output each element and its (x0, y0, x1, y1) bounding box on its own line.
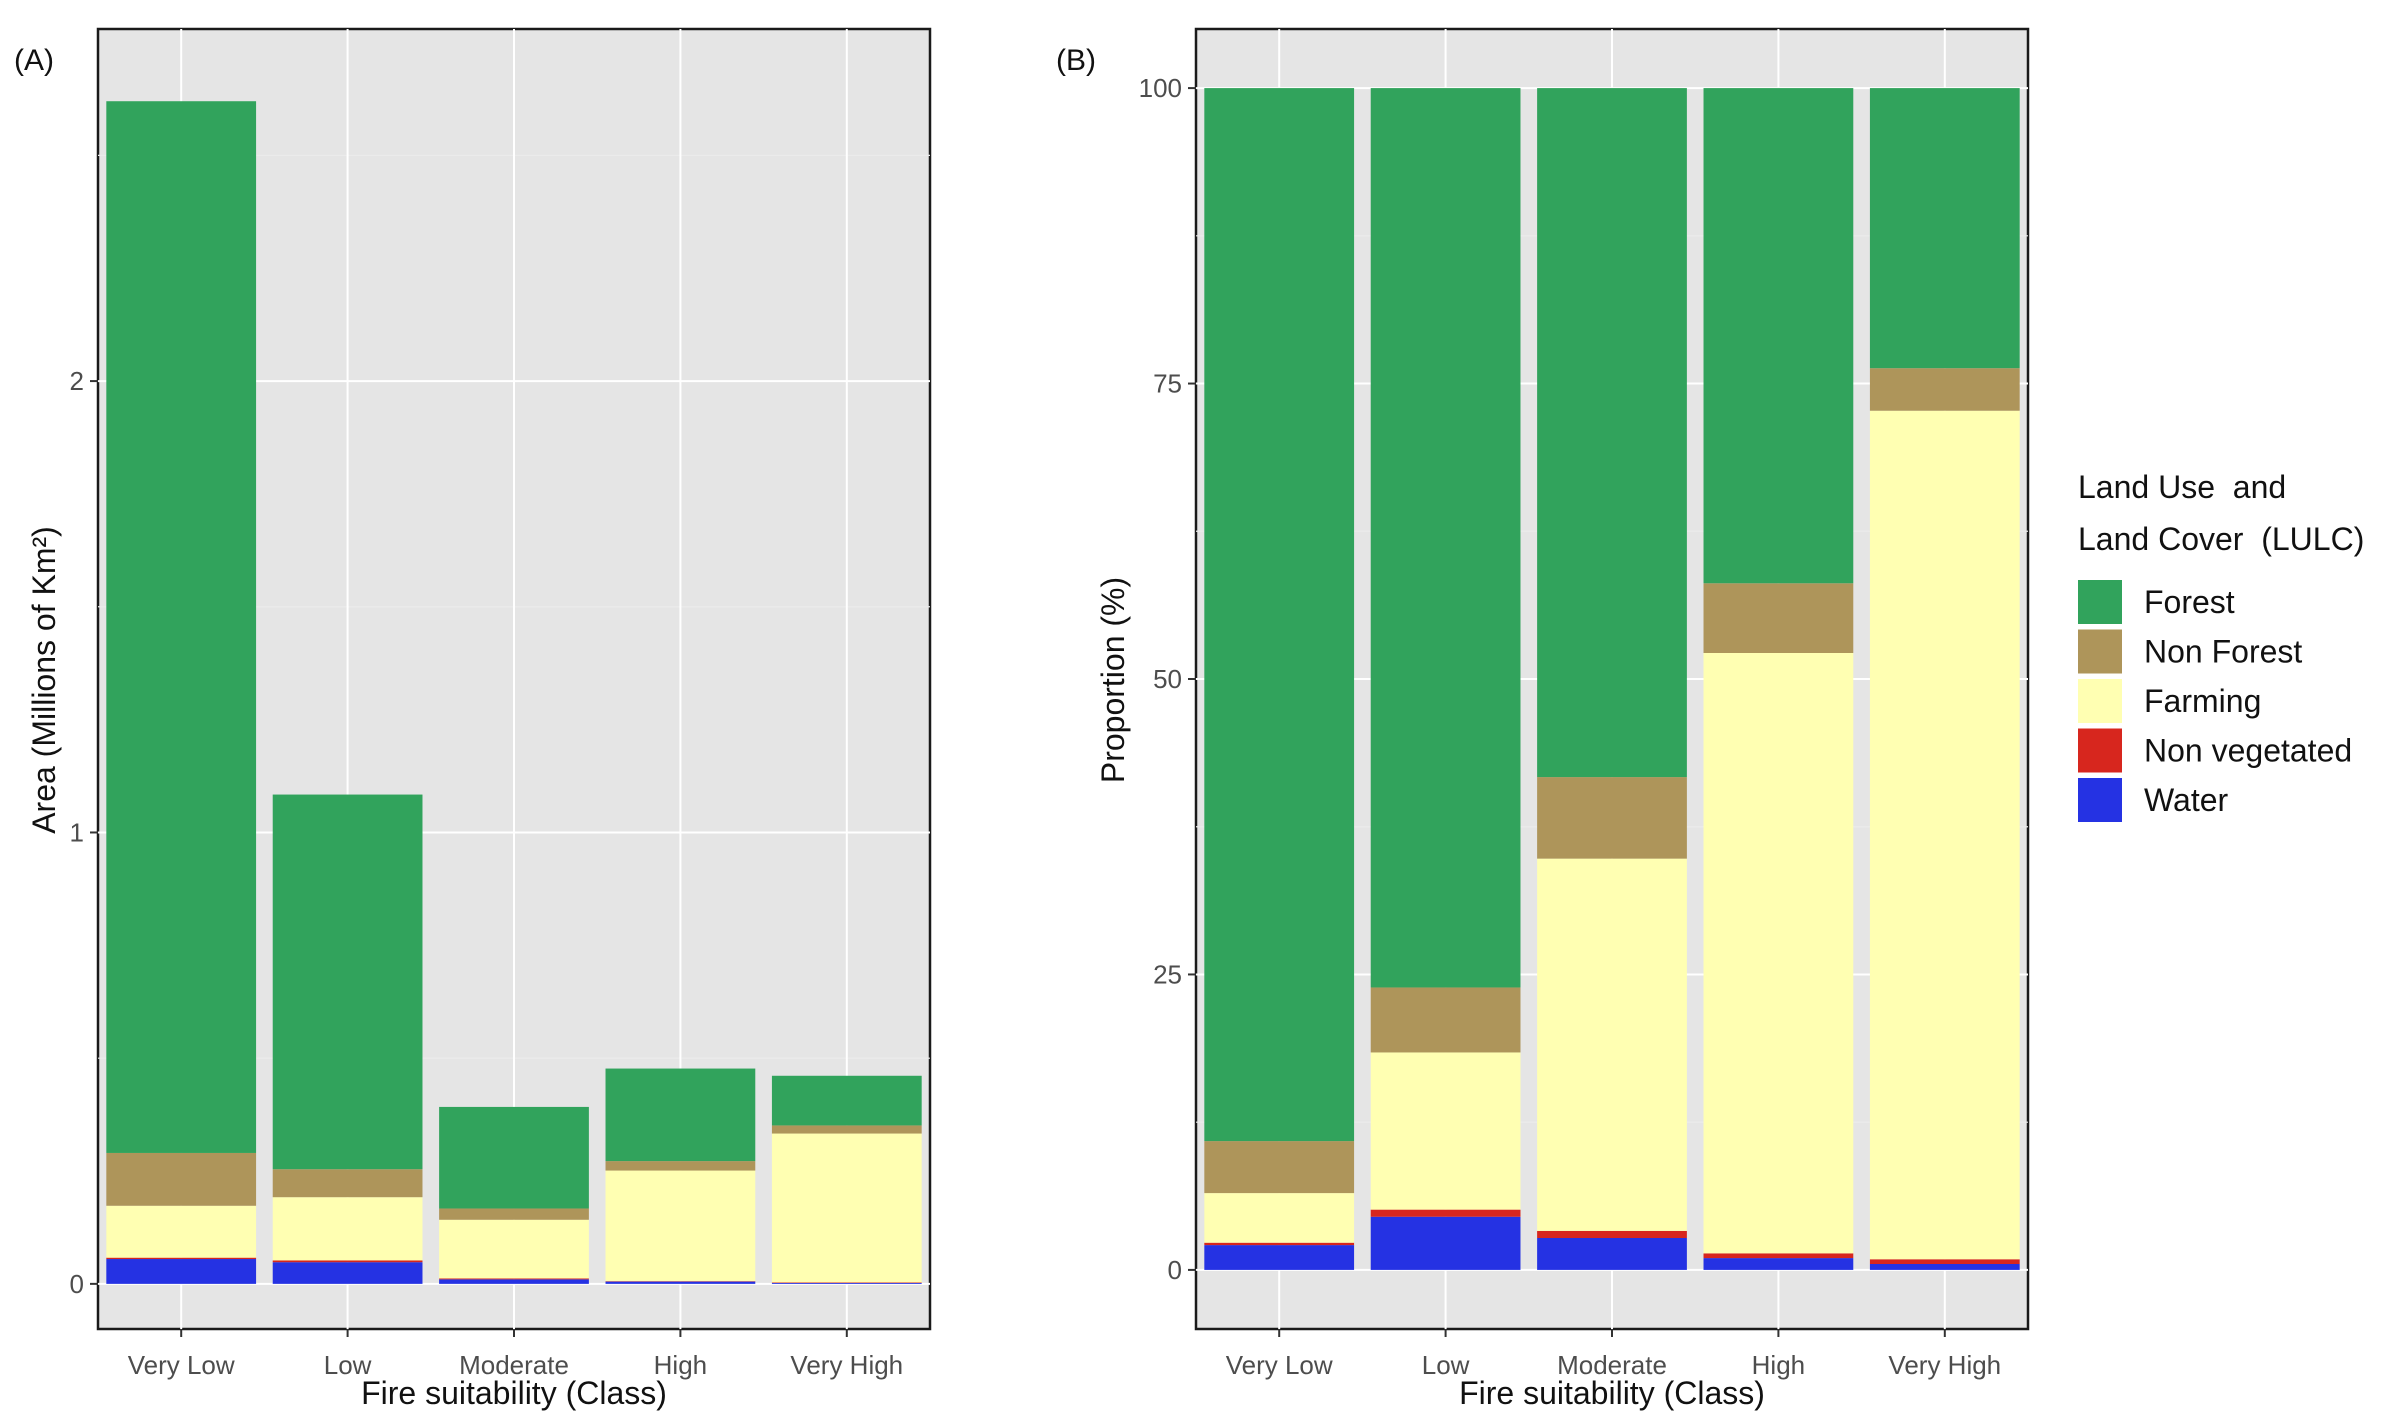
y-tick-label: 75 (1153, 369, 1182, 399)
x-tick-label-moderate: Moderate (459, 1350, 569, 1380)
bar-moderate-non-forest (1537, 777, 1687, 859)
panel-b-bars (1204, 88, 2020, 1270)
legend-title-line-2: Land Cover (LULC) (2078, 521, 2364, 557)
panel-a-y-ticks: 0 1 2 (70, 366, 98, 1299)
panel-a-bars (106, 101, 922, 1284)
y-tick-label: 50 (1153, 664, 1182, 694)
bar-very-low-farming (1204, 1193, 1355, 1243)
x-tick-label-very-high: Very High (1888, 1350, 2001, 1380)
panel-a-x-axis-title: Fire suitability (Class) (361, 1375, 667, 1411)
bar-high-forest (1703, 88, 1854, 584)
bar-very-low-water (106, 1259, 257, 1284)
panel-a-x-ticks: Very Low Low Moderate High Very High (128, 1329, 903, 1380)
panel-b-y-axis-title: Proportion (%) (1095, 577, 1131, 783)
bar-low-water (272, 1262, 423, 1284)
bar-low-non-vegetated (1370, 1209, 1521, 1217)
bar-low-farming (1370, 1052, 1521, 1210)
bar-very-high-forest (771, 1075, 922, 1126)
bar-moderate-non-forest (439, 1208, 589, 1220)
bar-very-high-non-forest (771, 1125, 922, 1134)
legend-label-non-vegetated: Non vegetated (2144, 733, 2352, 769)
bar-very-high-water (1869, 1264, 2020, 1270)
legend-swatch-forest (2078, 580, 2122, 624)
bar-high-non-forest (605, 1161, 756, 1171)
x-tick-label-low: Low (324, 1350, 372, 1380)
y-tick-label: 2 (70, 366, 84, 396)
bar-high-farming (1703, 653, 1854, 1254)
legend-swatch-farming (2078, 679, 2122, 723)
panel-a-y-axis-title: Area (Millions of Km²) (26, 526, 62, 834)
bar-low-water (1370, 1216, 1521, 1270)
panel-b-y-ticks: 0 25 50 75 100 (1139, 73, 1196, 1285)
bar-very-low-non-forest (1204, 1141, 1355, 1194)
legend-swatch-non-vegetated (2078, 728, 2122, 773)
x-tick-label-high: High (1752, 1350, 1805, 1380)
legend: Land Use and Land Cover (LULC) Forest Non… (2078, 469, 2364, 822)
x-tick-label-very-low: Very Low (1226, 1350, 1333, 1380)
legend-swatch-water (2078, 778, 2122, 822)
bar-very-low-non-vegetated (106, 1257, 257, 1260)
bar-very-low-non-vegetated (1204, 1242, 1355, 1246)
bar-very-low-forest (1204, 88, 1355, 1142)
x-tick-label-high: High (654, 1350, 707, 1380)
bar-low-non-forest (272, 1169, 423, 1198)
bar-very-high-farming (771, 1133, 922, 1283)
legend-label-farming: Farming (2144, 683, 2261, 719)
bar-high-farming (605, 1170, 756, 1282)
legend-title-line-1: Land Use and (2078, 469, 2286, 505)
x-tick-label-moderate: Moderate (1557, 1350, 1667, 1380)
bar-high-forest (605, 1068, 756, 1162)
legend-label-non-forest: Non Forest (2144, 634, 2302, 670)
bar-very-high-non-vegetated (1869, 1259, 2020, 1264)
bar-low-non-vegetated (272, 1260, 423, 1263)
bar-low-forest (272, 794, 423, 1170)
bar-high-water (1703, 1258, 1854, 1270)
panel-b-x-axis-title: Fire suitability (Class) (1459, 1375, 1765, 1411)
y-tick-label: 0 (1168, 1255, 1182, 1285)
bar-very-high-farming (1869, 410, 2020, 1260)
x-tick-label-very-high: Very High (790, 1350, 903, 1380)
panel-a-label: (A) (14, 44, 54, 77)
bar-moderate-forest (1537, 88, 1687, 778)
legend-label-forest: Forest (2144, 584, 2235, 620)
bar-moderate-farming (1537, 858, 1687, 1231)
bar-very-low-water (1204, 1245, 1355, 1270)
bar-very-low-non-forest (106, 1152, 257, 1206)
bar-high-non-vegetated (1703, 1253, 1854, 1259)
x-tick-label-very-low: Very Low (128, 1350, 235, 1380)
y-tick-label: 25 (1153, 959, 1182, 989)
bar-very-high-non-forest (1869, 368, 2020, 411)
bar-very-low-farming (106, 1205, 257, 1258)
bar-low-farming (272, 1197, 423, 1261)
bar-moderate-non-vegetated (1537, 1230, 1687, 1238)
legend-items: Forest Non Forest Farming Non vegetated Wate… (2078, 580, 2352, 822)
bar-high-water (605, 1281, 756, 1284)
y-tick-label: 1 (70, 817, 84, 847)
bar-very-high-forest (1869, 88, 2020, 369)
y-tick-label: 0 (70, 1269, 84, 1299)
bar-moderate-water (1537, 1238, 1687, 1270)
x-tick-label-low: Low (1422, 1350, 1470, 1380)
legend-label-water: Water (2144, 782, 2229, 818)
bar-moderate-non-vegetated (439, 1278, 589, 1280)
bar-very-high-water (771, 1282, 922, 1284)
bar-very-low-forest (106, 101, 257, 1153)
panel-a: (A) 0 1 2 Very Low Low Moderate High Very High… (14, 27, 932, 1411)
panel-b-label: (B) (1056, 44, 1096, 77)
bar-low-forest (1370, 88, 1521, 988)
legend-swatch-non-forest (2078, 629, 2122, 674)
bar-moderate-water (439, 1279, 589, 1284)
bar-low-non-forest (1370, 987, 1521, 1053)
bar-high-non-forest (1703, 583, 1854, 653)
y-tick-label: 100 (1139, 73, 1182, 103)
bar-moderate-forest (439, 1106, 589, 1209)
bar-moderate-farming (439, 1219, 589, 1279)
panel-b-x-ticks: Very Low Low Moderate High Very High (1226, 1329, 2001, 1380)
